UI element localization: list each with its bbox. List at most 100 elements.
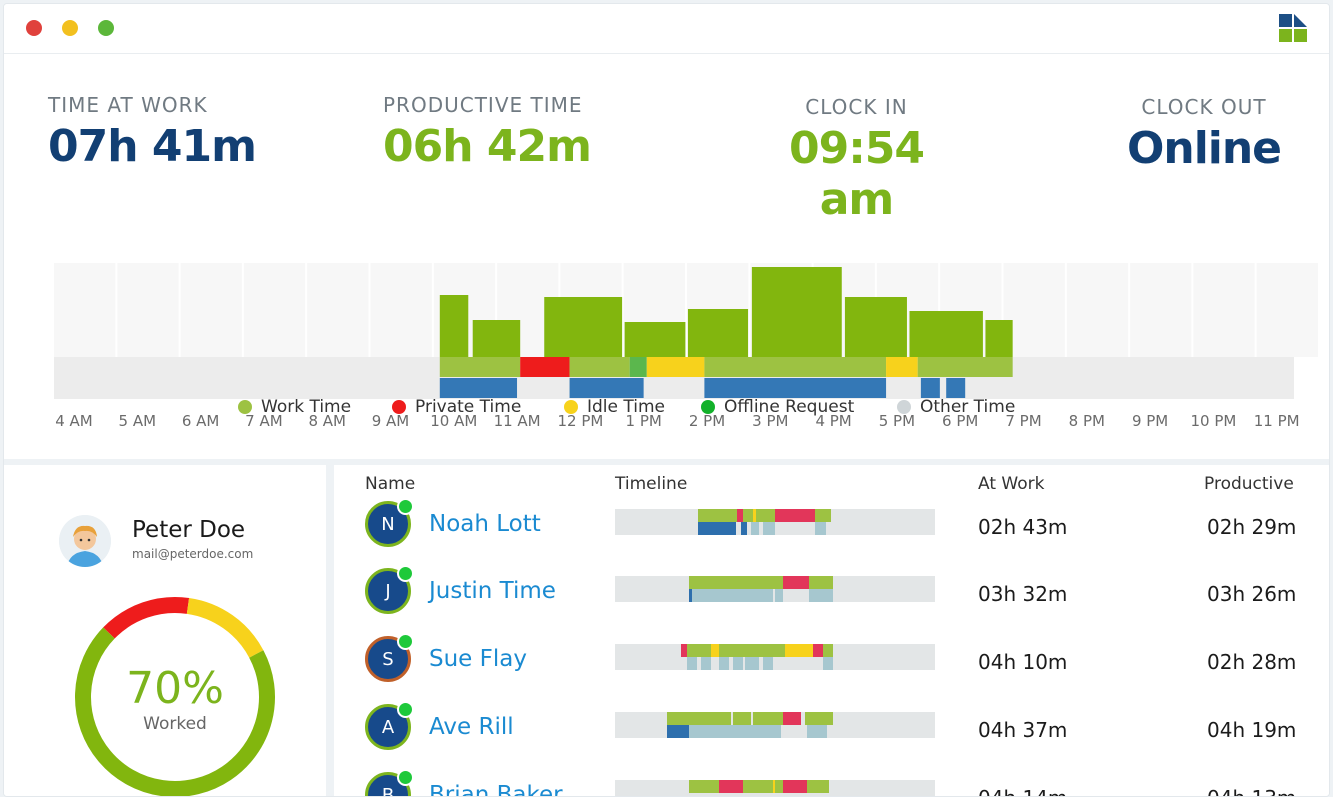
hour-tick-label: 6 PM — [942, 412, 978, 430]
hour-tick-label: 5 AM — [119, 412, 157, 430]
hour-tick-label: 12 PM — [557, 412, 603, 430]
legend-item: Other Time — [897, 397, 1015, 417]
chart-column-bg — [1003, 263, 1065, 357]
profile-email: mail@peterdoe.com — [132, 547, 254, 561]
employee-name-link[interactable]: Brian Baker — [429, 782, 563, 797]
stat-label: CLOCK OUT — [1141, 95, 1267, 119]
user-avatar-icon — [59, 515, 111, 567]
timeline-segment — [752, 712, 783, 725]
donut-segment-work — [75, 627, 275, 796]
timeline-segment — [733, 712, 751, 725]
legend-swatch-icon — [238, 400, 252, 414]
status-segment-idle — [646, 357, 705, 377]
hour-tick-label: 2 PM — [689, 412, 725, 430]
timeline-segment — [751, 522, 759, 535]
worked-percent: 70% — [126, 663, 224, 714]
productive-value: 02h 28m — [1207, 650, 1297, 674]
timeline-segment — [719, 657, 729, 670]
stat-productive-time: PRODUCTIVE TIME 06h 42m — [383, 93, 592, 172]
chart-column-bg — [1130, 263, 1192, 357]
stat-time-at-work: TIME AT WORK 07h 41m — [48, 93, 257, 172]
close-window-button[interactable] — [26, 20, 42, 36]
timeline-segment — [823, 657, 833, 670]
employee-timeline — [615, 576, 935, 602]
worked-label: Worked — [143, 714, 207, 734]
column-header-name[interactable]: Name — [365, 474, 416, 494]
hour-tick-label: 11 AM — [494, 412, 541, 430]
column-header-at-work[interactable]: At Work — [978, 474, 1045, 494]
column-header-timeline[interactable]: Timeline — [615, 474, 688, 494]
stat-label: CLOCK IN — [805, 95, 908, 119]
minimize-window-button[interactable] — [62, 20, 78, 36]
legend-item: Idle Time — [564, 397, 665, 417]
avatar-initial: A — [381, 716, 395, 738]
worked-donut-chart — [75, 597, 275, 796]
section-divider — [4, 459, 1329, 465]
chart-column-bg — [1193, 263, 1255, 357]
avatar-initial: N — [381, 513, 395, 535]
timeline-segment — [783, 576, 809, 589]
legend-label: Offline Request — [724, 397, 855, 417]
status-segment-work — [439, 357, 521, 377]
hour-tick-label: 5 PM — [879, 412, 915, 430]
legend-label: Idle Time — [587, 397, 665, 417]
hour-tick-label: 4 PM — [815, 412, 851, 430]
status-segment-work — [569, 357, 630, 377]
hour-tick-label: 6 AM — [182, 412, 220, 430]
timeline-segment — [805, 712, 833, 725]
legend-swatch-icon — [701, 400, 715, 414]
productive-value: 02h 29m — [1207, 515, 1297, 539]
timeline-segment — [755, 509, 775, 522]
productive-value: 04h 13m — [1207, 786, 1296, 796]
timeline-segment — [823, 644, 833, 657]
timeline-segment — [719, 644, 785, 657]
activity-bar — [544, 297, 623, 357]
maximize-window-button[interactable] — [98, 20, 114, 36]
profile-panel: Peter Doe mail@peterdoe.com 70% Worked — [4, 465, 326, 796]
timeline-segment — [773, 576, 783, 589]
column-header-productive[interactable]: Productive — [1204, 474, 1294, 494]
timeline-segment — [697, 522, 705, 535]
timeline-segment — [783, 780, 807, 793]
stat-clock-in: CLOCK IN 09:54 am — [754, 95, 959, 225]
productive-value: 04h 19m — [1207, 718, 1297, 742]
summary-panel: TIME AT WORK 07h 41m PRODUCTIVE TIME 06h… — [4, 55, 1329, 459]
employee-name-link[interactable]: Noah Lott — [429, 511, 541, 537]
title-bar — [4, 4, 1329, 54]
timeline-segment — [667, 725, 689, 738]
hour-tick-label: 10 PM — [1190, 412, 1236, 430]
panel-separator — [326, 465, 334, 796]
activity-bar — [844, 297, 907, 357]
online-status-icon — [397, 498, 414, 515]
profile-name: Peter Doe — [132, 517, 246, 543]
employee-name-link[interactable]: Ave Rill — [429, 714, 514, 740]
timeline-segment — [773, 780, 775, 793]
timeline-segment — [763, 522, 775, 535]
timeline-segment — [697, 509, 737, 522]
timeline-segment — [808, 576, 833, 589]
avatar: J — [365, 565, 414, 614]
at-work-value: 03h 32m — [978, 582, 1068, 606]
online-status-icon — [397, 769, 414, 786]
timeline-segment — [711, 644, 719, 657]
employee-name-link[interactable]: Justin Time — [429, 578, 556, 604]
employee-name-link[interactable]: Sue Flay — [429, 646, 527, 672]
timeline-segment — [752, 509, 756, 522]
employee-timeline — [615, 780, 935, 796]
legend-swatch-icon — [564, 400, 578, 414]
chart-column-bg — [1066, 263, 1129, 357]
timeline-segment — [807, 780, 830, 793]
stat-label: TIME AT WORK — [48, 93, 208, 117]
chart-column-bg — [1256, 263, 1318, 357]
legend-swatch-icon — [897, 400, 911, 414]
at-work-value: 04h 14m — [978, 786, 1067, 796]
hour-tick-label: 8 PM — [1069, 412, 1105, 430]
activity-bar — [985, 320, 1013, 357]
timeline-segment — [762, 657, 774, 670]
avatar-initial: J — [385, 580, 391, 602]
timeline-segment — [784, 644, 814, 657]
timeline-segment — [719, 780, 743, 793]
timeline-segment — [701, 657, 711, 670]
avatar — [59, 515, 111, 567]
hour-tick-label: 3 PM — [752, 412, 788, 430]
